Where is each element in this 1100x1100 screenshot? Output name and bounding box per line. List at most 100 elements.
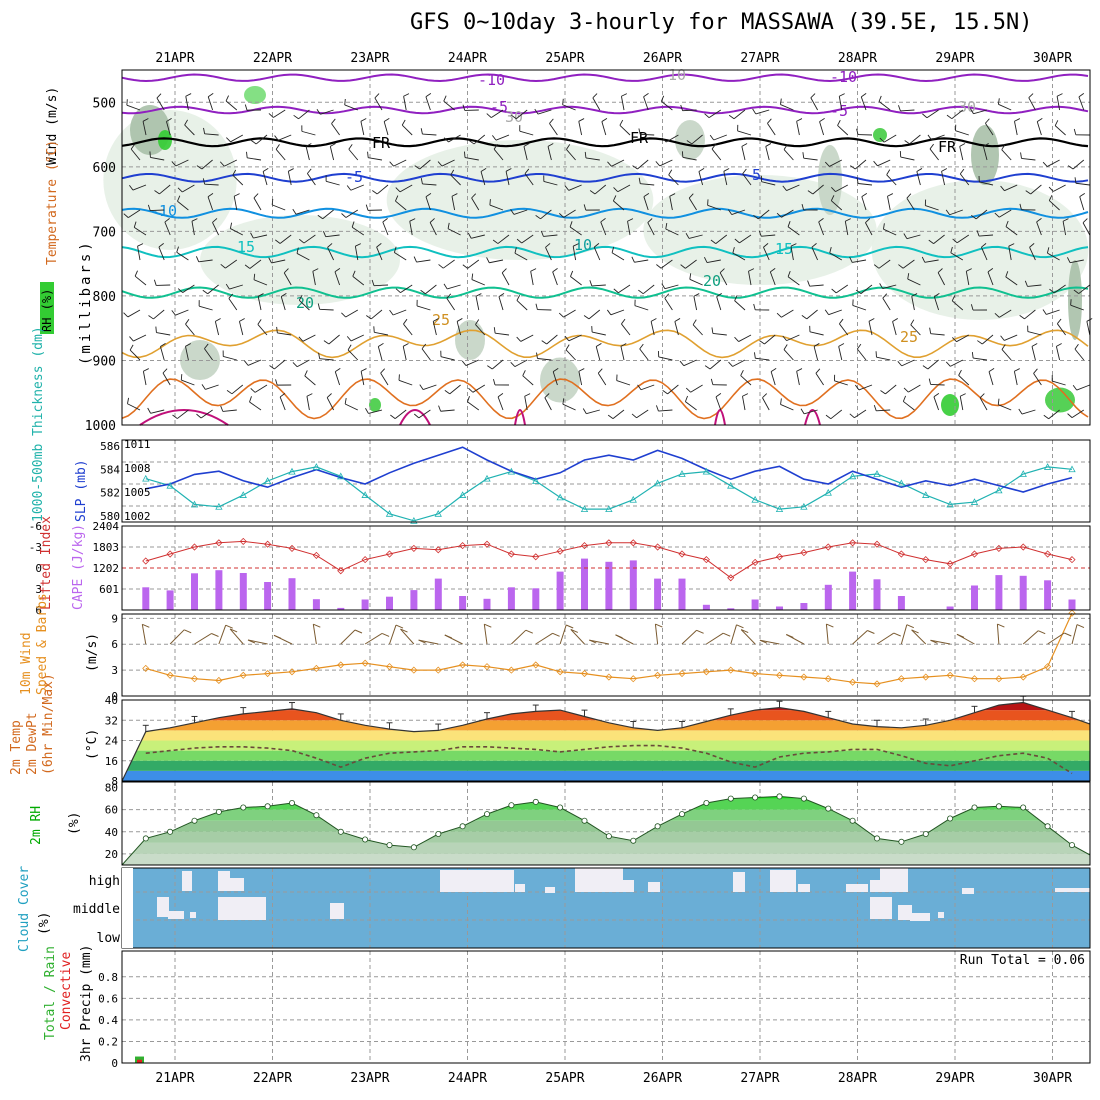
wind-barb xyxy=(562,403,576,411)
wind-barb-flag xyxy=(549,118,554,124)
wind-barb xyxy=(769,271,776,286)
wind-speed-marker xyxy=(873,680,881,688)
cloud-gutter xyxy=(122,868,133,948)
wind-barb-flag xyxy=(425,192,432,198)
wind-barb xyxy=(374,97,383,111)
wind-barb-flag xyxy=(250,232,254,239)
wind-barb xyxy=(304,375,316,386)
wind-barb-flag xyxy=(269,365,275,370)
wind-barb xyxy=(222,409,237,412)
wind-barb xyxy=(344,403,358,411)
wind-barb xyxy=(156,97,165,111)
wind-barb-flag xyxy=(753,303,756,310)
wind-barb-flag xyxy=(158,243,164,248)
wind-barb-flag xyxy=(421,343,427,350)
wind-barb xyxy=(418,409,431,419)
wind-barb xyxy=(707,204,721,211)
wind-barb-flag xyxy=(164,218,170,223)
lifted-index-marker xyxy=(702,556,710,564)
wind-barb-flag xyxy=(976,230,980,237)
wind-barb xyxy=(205,384,219,390)
wind-barb-10m-flag xyxy=(566,624,574,629)
wind-barb xyxy=(711,148,722,161)
rh-marker xyxy=(776,793,783,800)
wind-barb xyxy=(908,384,921,393)
wind-barb-flag xyxy=(650,318,657,322)
cape-bar xyxy=(751,599,759,610)
wind-barb-flag xyxy=(360,118,367,122)
wind-barb xyxy=(416,259,431,263)
cloud-cover-block xyxy=(440,870,514,892)
wind-barb xyxy=(176,251,189,261)
wind-barb xyxy=(1082,222,1091,236)
wind-barb-flag xyxy=(802,152,805,159)
wind-barb-flag xyxy=(492,135,497,141)
wind-barb-flag xyxy=(578,118,585,122)
thickness-marker xyxy=(263,477,272,484)
thickness-marker xyxy=(239,491,247,498)
wind-barb xyxy=(204,183,219,186)
wind-barb-flag xyxy=(929,143,934,150)
date-label-top: 24APR xyxy=(448,51,487,66)
wind-barb xyxy=(937,272,945,286)
wind-barb-flag xyxy=(232,169,237,176)
wind-barb-flag xyxy=(753,352,756,359)
wind-barb xyxy=(838,96,843,111)
wind-barb-flag xyxy=(868,318,875,322)
wind-barb-flag xyxy=(719,268,725,274)
wind-barb xyxy=(301,130,316,136)
wind-barb xyxy=(882,297,891,311)
wind-barb xyxy=(352,275,365,286)
date-label-top: 21APR xyxy=(155,51,194,66)
wind-barb xyxy=(134,275,147,286)
wind-barb xyxy=(669,196,673,211)
wind-barb-flag xyxy=(994,212,1000,218)
wind-barb xyxy=(809,284,824,287)
rh-marker xyxy=(825,805,832,812)
wind-barb-flag xyxy=(1005,271,1009,278)
wind-barb-flag xyxy=(569,221,573,228)
temp-unit-group: (°C) xyxy=(85,729,100,760)
wind-barb-flag xyxy=(994,312,1000,318)
wind-barb xyxy=(664,284,679,290)
wind-barb-flag xyxy=(897,360,903,367)
wind-barb-flag xyxy=(921,256,926,263)
wind-barb-flag xyxy=(674,318,681,322)
wind-barb xyxy=(201,159,213,170)
wind-barb xyxy=(781,309,794,318)
wind-barb-flag xyxy=(679,360,685,367)
wind-barb-10m xyxy=(654,624,659,645)
wind-barb-flag xyxy=(296,247,299,254)
wind-barb-flag xyxy=(904,140,910,145)
wind-barb xyxy=(298,299,310,311)
rh-band xyxy=(122,853,1090,865)
wind-barb-flag xyxy=(352,270,356,277)
wind-barb xyxy=(1028,97,1036,111)
precip-convective-bar xyxy=(137,1059,142,1063)
rh-label-group: 2m RH xyxy=(29,806,44,845)
wind-barb xyxy=(495,134,510,141)
rh-marker xyxy=(191,817,198,824)
wind-barb xyxy=(191,221,195,236)
wind-barb xyxy=(175,159,189,167)
rh-marker xyxy=(313,812,320,819)
wind-barb xyxy=(456,321,462,336)
cape-bar xyxy=(361,599,369,610)
wind-barb xyxy=(860,284,873,294)
wind-barb-10m xyxy=(218,625,227,645)
wind-barb xyxy=(1024,309,1036,320)
rh-shading xyxy=(643,175,877,285)
wind-barb xyxy=(691,134,703,145)
lifted-index-marker xyxy=(654,543,662,551)
slp-tick: 1011 xyxy=(124,438,151,451)
wind-barb-flag xyxy=(226,137,231,143)
wind-barb-flag xyxy=(839,318,844,325)
temp-tick: 32 xyxy=(105,714,118,727)
wind-barb xyxy=(591,284,606,287)
wind-barb xyxy=(184,124,195,136)
cape-bar xyxy=(727,608,735,610)
contour-label: 30 xyxy=(958,98,976,116)
wind-barb-flag xyxy=(1073,128,1077,135)
wind-barb-flag xyxy=(516,294,521,301)
wind-barb-10m-flag xyxy=(930,639,938,644)
